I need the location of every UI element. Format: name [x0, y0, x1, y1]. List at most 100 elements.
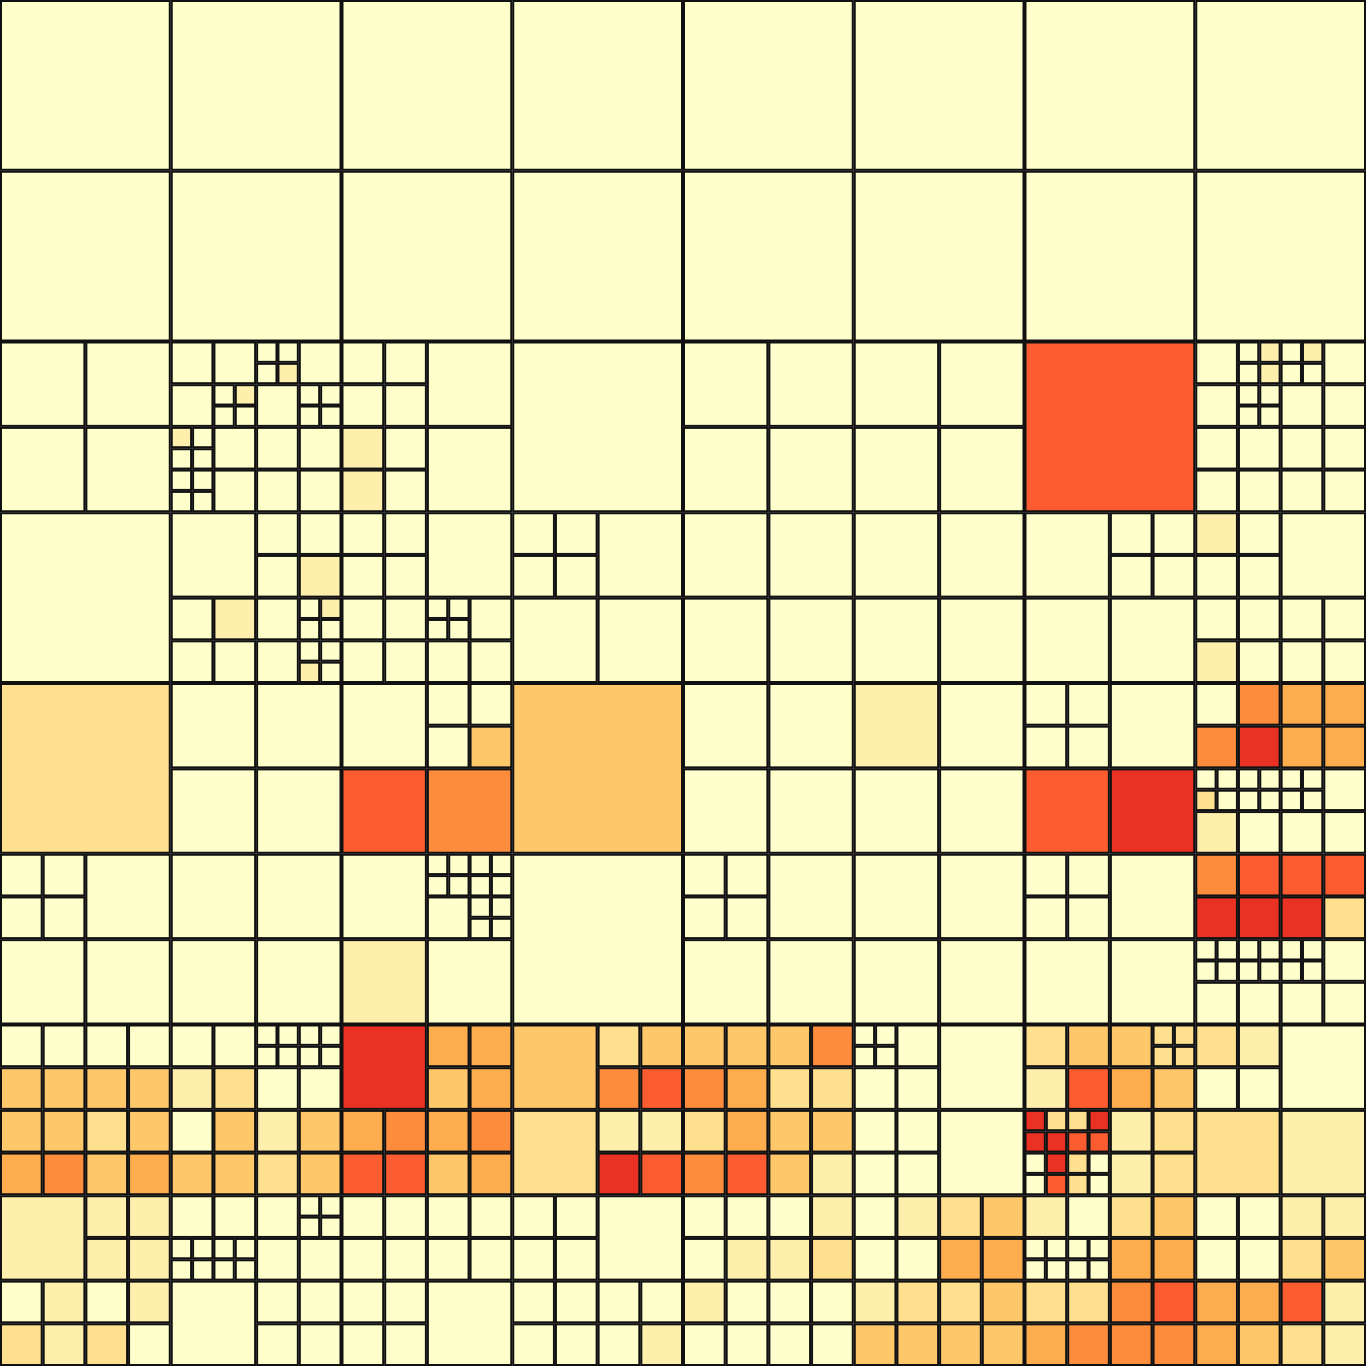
heat-cell: [469, 1109, 513, 1153]
heat-cell: [1195, 896, 1238, 940]
heat-cell: [213, 1259, 235, 1281]
heat-cell: [0, 0, 171, 171]
heat-cell: [1088, 1173, 1110, 1196]
heat-cell: [554, 1280, 598, 1324]
heat-cell: [1195, 811, 1238, 854]
heat-cell: [939, 1323, 982, 1366]
heat-cell: [1024, 0, 1196, 171]
heat-cell: [640, 1152, 683, 1196]
heat-cell: [298, 1152, 342, 1196]
heat-cell: [213, 597, 257, 641]
heat-cell: [170, 939, 257, 1025]
heat-cell: [85, 1109, 129, 1153]
heat-cell: [256, 1237, 299, 1281]
heat-cell: [1024, 1173, 1046, 1196]
heat-cell: [341, 683, 427, 769]
heat-cell: [875, 1024, 897, 1046]
heat-cell: [170, 490, 193, 513]
heat-cell: [1323, 939, 1366, 982]
heat-cell: [768, 597, 854, 683]
heat-cell: [448, 597, 470, 619]
heat-cell: [320, 405, 342, 427]
heat-cell: [469, 1237, 513, 1281]
heat-cell: [725, 1067, 769, 1110]
heat-cell: [939, 341, 1025, 427]
heat-cell: [170, 683, 257, 769]
heat-cell: [768, 512, 854, 598]
heat-cell: [1301, 939, 1324, 961]
heat-cell: [683, 341, 769, 427]
heat-cell: [1067, 1152, 1089, 1174]
heat-cell: [1024, 1109, 1046, 1132]
heat-cell: [128, 1195, 171, 1238]
heat-cell: [1280, 1109, 1366, 1196]
heat-cell: [256, 640, 299, 683]
heat-cell: [939, 939, 1025, 1025]
heat-cell: [768, 1152, 812, 1196]
heat-cell: [341, 341, 385, 385]
heat-cell: [1152, 1067, 1196, 1110]
heat-cell: [341, 1237, 385, 1281]
heat-cell: [1280, 811, 1324, 854]
heat-cell: [128, 1152, 171, 1196]
heat-cell: [341, 597, 385, 641]
heat-cell: [853, 683, 940, 769]
heat-cell: [469, 597, 513, 641]
heat-cell: [1067, 1024, 1110, 1068]
heat-cell: [768, 1323, 812, 1366]
heat-cell: [554, 1323, 598, 1366]
heat-cell: [490, 917, 513, 940]
heat-cell: [1280, 1024, 1366, 1110]
heat-cell: [1237, 405, 1260, 427]
heat-cell: [298, 1045, 321, 1068]
heat-cell: [683, 0, 854, 171]
heat-cell: [384, 1152, 427, 1196]
heat-cell: [1280, 896, 1324, 940]
heat-cell: [1045, 1152, 1068, 1174]
heat-cell: [1173, 1045, 1196, 1068]
heat-cell: [192, 490, 214, 513]
heat-cell: [85, 1323, 129, 1366]
heat-cell: [1109, 853, 1196, 940]
heat-cell: [1067, 1067, 1110, 1110]
heat-cell: [1195, 1195, 1238, 1238]
heat-cell: [1323, 896, 1366, 940]
heat-cell: [725, 1152, 769, 1196]
heat-cell: [298, 341, 342, 385]
heat-cell: [1088, 1237, 1110, 1260]
heat-cell: [1259, 405, 1281, 427]
heat-cell: [234, 1237, 257, 1260]
heat-cell: [170, 1280, 257, 1366]
heat-cell: [0, 426, 86, 513]
heat-cell: [512, 597, 598, 683]
heat-cell: [1152, 1152, 1196, 1196]
heat-cell: [85, 1195, 129, 1238]
heat-cell: [597, 1195, 683, 1281]
heat-cell: [256, 512, 299, 555]
heat-cell: [256, 362, 278, 385]
heat-cell: [853, 170, 1025, 342]
heat-cell: [192, 426, 214, 449]
heat-cell: [341, 384, 385, 427]
heat-cell: [170, 597, 214, 641]
heat-cell: [1195, 384, 1238, 427]
heat-cell: [341, 1323, 385, 1366]
heat-cell: [128, 1109, 171, 1153]
heat-cell: [234, 1259, 257, 1281]
heat-cell: [1109, 554, 1153, 598]
heat-cell: [939, 768, 1025, 854]
heat-cell: [1195, 981, 1238, 1025]
heat-cell: [1024, 1280, 1068, 1324]
heat-cell: [853, 341, 940, 427]
heat-cell: [1323, 1323, 1366, 1366]
heat-cell: [1323, 640, 1366, 683]
heat-cell: [85, 1237, 129, 1281]
heat-cell: [1301, 768, 1324, 790]
heat-cell: [768, 1195, 812, 1238]
heat-cell: [170, 170, 342, 342]
heat-cell: [1024, 597, 1110, 683]
heat-cell: [298, 661, 321, 683]
heat-cell: [939, 1237, 982, 1281]
heat-cell: [1067, 1237, 1089, 1260]
heat-cell: [1024, 853, 1068, 897]
